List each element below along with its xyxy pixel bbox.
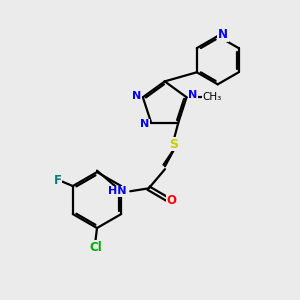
Text: HN: HN [108, 186, 126, 196]
Text: Cl: Cl [89, 241, 102, 254]
Text: N: N [132, 91, 141, 101]
Text: N: N [218, 28, 228, 41]
Text: N: N [140, 119, 149, 129]
Text: O: O [167, 194, 177, 207]
Text: S: S [169, 138, 178, 151]
Text: CH₃: CH₃ [202, 92, 222, 102]
Text: F: F [53, 174, 62, 187]
Text: N: N [188, 90, 198, 100]
